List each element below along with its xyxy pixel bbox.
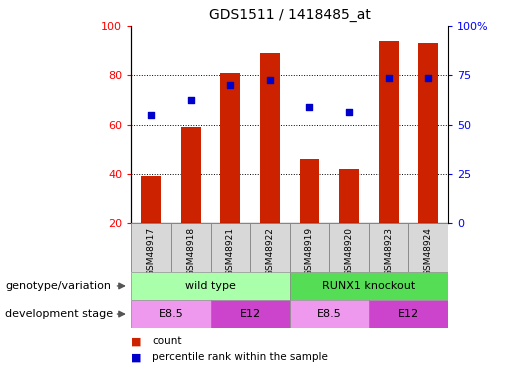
Bar xyxy=(329,223,369,272)
Bar xyxy=(300,159,319,223)
Text: ■: ■ xyxy=(131,336,142,346)
Text: RUNX1 knockout: RUNX1 knockout xyxy=(322,281,416,291)
Text: GDS1511 / 1418485_at: GDS1511 / 1418485_at xyxy=(209,9,371,22)
Text: GSM48919: GSM48919 xyxy=(305,227,314,276)
Text: E12: E12 xyxy=(398,309,419,319)
Point xyxy=(147,112,155,118)
Text: E8.5: E8.5 xyxy=(317,309,341,319)
Bar xyxy=(131,223,171,272)
Text: count: count xyxy=(152,336,181,346)
Point xyxy=(226,82,234,88)
Bar xyxy=(260,53,280,223)
Text: percentile rank within the sample: percentile rank within the sample xyxy=(152,352,328,362)
Bar xyxy=(181,127,201,223)
Text: GSM48920: GSM48920 xyxy=(345,227,354,276)
Text: genotype/variation: genotype/variation xyxy=(5,281,111,291)
Bar xyxy=(141,176,161,223)
Point xyxy=(186,97,195,103)
Text: GSM48917: GSM48917 xyxy=(147,227,156,276)
Bar xyxy=(289,223,329,272)
Bar xyxy=(250,223,289,272)
Text: E12: E12 xyxy=(239,309,261,319)
Text: E8.5: E8.5 xyxy=(159,309,183,319)
Text: ■: ■ xyxy=(131,352,142,362)
Bar xyxy=(339,169,359,223)
Bar xyxy=(131,300,211,328)
Bar xyxy=(408,223,448,272)
Bar xyxy=(379,41,399,223)
Bar xyxy=(289,272,448,300)
Text: wild type: wild type xyxy=(185,281,236,291)
Bar xyxy=(171,223,211,272)
Bar xyxy=(220,73,240,223)
Bar xyxy=(369,223,408,272)
Bar xyxy=(131,272,289,300)
Text: GSM48922: GSM48922 xyxy=(265,227,274,276)
Bar xyxy=(369,300,448,328)
Point xyxy=(305,105,314,111)
Text: GSM48924: GSM48924 xyxy=(424,227,433,276)
Bar xyxy=(289,300,369,328)
Text: GSM48918: GSM48918 xyxy=(186,227,195,276)
Bar xyxy=(418,44,438,223)
Point xyxy=(385,75,393,81)
Point xyxy=(266,77,274,83)
Bar xyxy=(211,300,289,328)
Text: development stage: development stage xyxy=(5,309,113,319)
Text: GSM48923: GSM48923 xyxy=(384,227,393,276)
Bar xyxy=(211,223,250,272)
Point xyxy=(424,75,433,81)
Point xyxy=(345,110,353,116)
Text: GSM48921: GSM48921 xyxy=(226,227,235,276)
